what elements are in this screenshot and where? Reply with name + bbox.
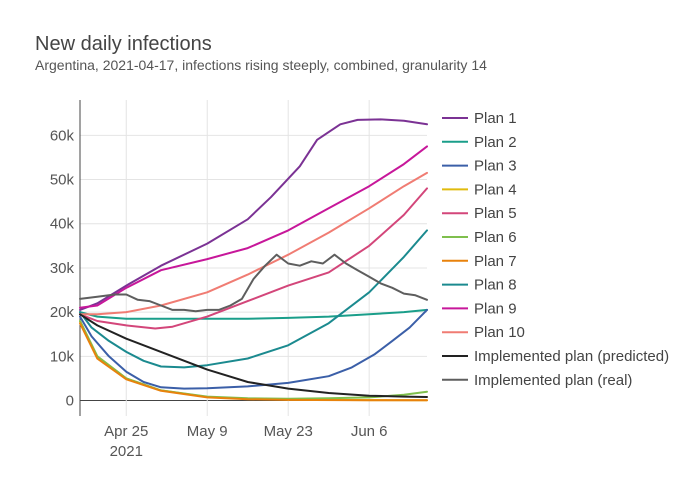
series-line-6 [79,320,428,400]
series-line-2 [79,308,428,320]
series-line-9 [79,145,428,309]
legend-label-6: Plan 6 [474,229,517,246]
legend-label-11: Implemented plan (predicted) [474,348,669,365]
legend-label-3: Plan 3 [474,158,517,175]
series-line-4 [79,320,428,402]
legend-label-2: Plan 2 [474,134,517,151]
legend-label-8: Plan 8 [474,277,517,294]
series-line-12 [79,253,428,313]
y-tick-label: 0 [66,393,74,410]
axes: 0 10k 20k 30k 40k 50k 60k Apr 25 2021 May 9 May 23… [50,100,388,460]
x-tick-label: Jun 6 [351,423,388,440]
legend-label-10: Plan 10 [474,324,525,341]
series-line-10 [79,171,428,316]
legend-label-12: Implemented plan (real) [474,372,632,389]
legend-label-4: Plan 4 [474,181,517,198]
x-tick-label: Apr 25 [104,423,148,440]
series-line-7 [79,322,428,402]
x-tick-sublabel: 2021 [110,443,143,460]
legend: Plan 1 Plan 2 Plan 3 Plan 4 Plan 5 Plan 6 Plan… [442,110,669,389]
y-tick-label: 20k [50,304,75,321]
series-line-5 [79,187,428,330]
legend-label-1: Plan 1 [474,110,517,127]
x-tick-label: May 23 [264,423,313,440]
series-line-1 [79,118,428,311]
legend-label-5: Plan 5 [474,205,517,222]
series-line-3 [79,308,428,390]
series-lines [79,118,428,402]
y-tick-label: 60k [50,127,75,144]
legend-label-9: Plan 9 [474,300,517,317]
series-line-11 [79,313,428,398]
chart-subtitle: Argentina, 2021-04-17, infections rising… [35,57,487,73]
chart-title: New daily infections [35,33,212,55]
y-tick-label: 10k [50,348,75,365]
grid-lines [80,100,427,416]
plot-area: 0 10k 20k 30k 40k 50k 60k Apr 25 2021 May 9 May 23… [50,100,428,460]
series-line-8 [79,229,428,369]
y-tick-label: 50k [50,172,75,189]
legend-label-7: Plan 7 [474,253,517,270]
y-tick-label: 30k [50,260,75,277]
x-tick-label: May 9 [187,423,228,440]
y-tick-label: 40k [50,216,75,233]
